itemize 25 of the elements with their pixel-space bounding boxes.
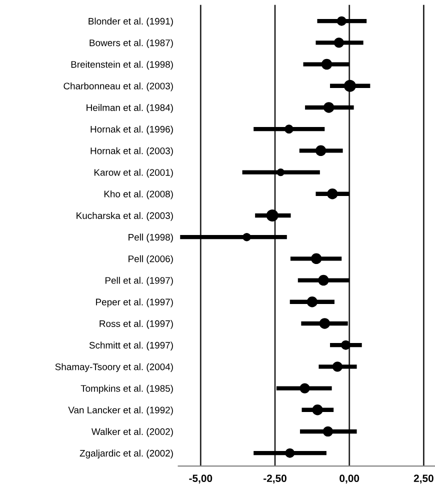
- y-tick-label: Hornak et al. (2003): [90, 147, 173, 156]
- x-tick-label: 2,50: [414, 474, 434, 484]
- x-tick-label: -2,50: [264, 474, 286, 484]
- y-tick-label: Van Lancker et al. (1992): [68, 406, 173, 416]
- y-tick-label: Pell et al. (1997): [105, 276, 173, 286]
- y-tick-label: Kucharska et al. (2003): [76, 212, 173, 221]
- y-tick-label: Tompkins et al. (1985): [80, 384, 173, 394]
- y-tick-label: Bowers et al. (1987): [90, 39, 173, 48]
- x-tick-label: -5,00: [189, 474, 212, 484]
- y-tick-label: Shamay-Tsoory et al. (2004): [55, 363, 173, 372]
- y-tick-label: Blonder et al. (1991): [88, 18, 173, 26]
- y-tick-label: Karow et al. (2001): [94, 168, 173, 178]
- y-tick-label: Schmitt et al. (1997): [89, 342, 173, 350]
- y-tick-label: Charbonneau et al. (2003): [64, 82, 173, 92]
- y-tick-label: Breitenstein et al. (1998): [71, 60, 173, 70]
- y-tick-label: Walker et al. (2002): [91, 428, 173, 437]
- y-tick-label: Hornak et al. (1996): [90, 126, 173, 134]
- y-tick-label: Heilman et al. (1984): [86, 104, 173, 113]
- y-tick-label: Peper et al. (1997): [96, 298, 173, 308]
- y-tick-label: Pell (1998): [128, 234, 173, 242]
- y-tick-label: Ross et al. (1997): [100, 320, 173, 329]
- y-tick-label: Kho et al. (2008): [104, 190, 173, 200]
- y-tick-label: Zgaljardic et al. (2002): [80, 450, 173, 458]
- x-tick-label: 0,00: [340, 474, 360, 484]
- y-tick-label: Pell (2006): [128, 255, 173, 264]
